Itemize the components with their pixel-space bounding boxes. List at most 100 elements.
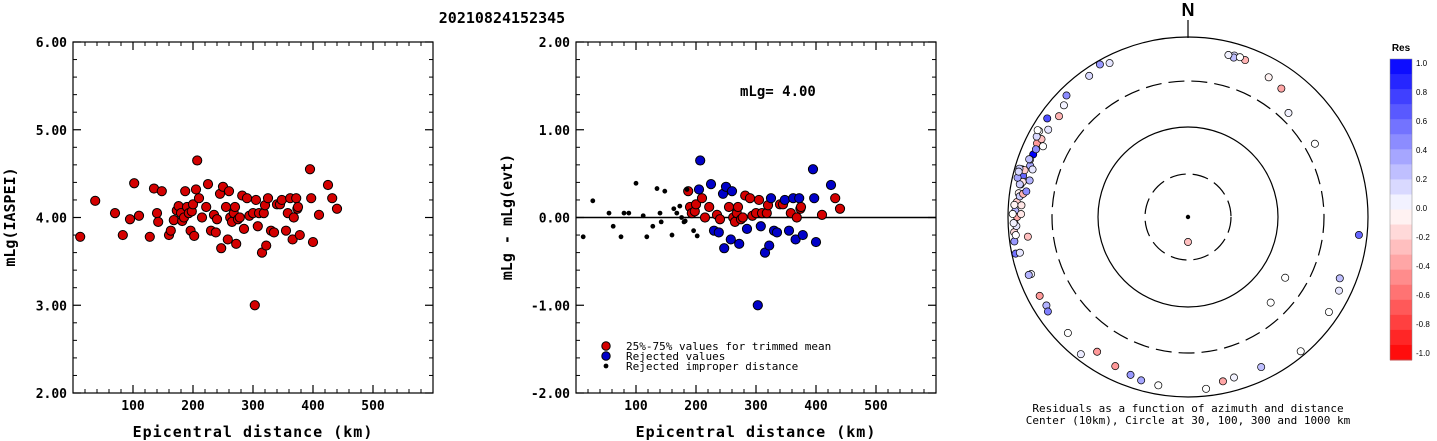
plot2-data-point (640, 213, 646, 219)
plot1-data-point (291, 193, 302, 204)
colorbar-swatch (1390, 119, 1412, 135)
plot2-ytick-label: -1.00 (531, 299, 570, 314)
azimuth-data-point (1230, 373, 1238, 382)
plot1-data-point (124, 214, 136, 225)
azimuth-data-point (1059, 101, 1068, 110)
plot1-x-axis-label: Epicentral distance (km) (133, 423, 374, 441)
azimuth-data-point (1035, 291, 1044, 300)
plot1-data-point (322, 179, 334, 191)
plot2-data-point (669, 232, 675, 238)
azimuth-data-point (1024, 271, 1033, 279)
azimuth-data-point (1264, 73, 1273, 82)
azimuth-data-point (1014, 167, 1023, 176)
plot1-data-point (304, 164, 316, 175)
plot2-data-point (658, 219, 664, 225)
plot1-data-point (216, 243, 227, 254)
azimuth-data-point (1063, 329, 1072, 337)
plot2-data-point (725, 234, 736, 245)
plot2-data-point (580, 234, 586, 240)
plot2-data-point (797, 229, 808, 241)
azimuth-data-point (1154, 381, 1163, 390)
colorbar-label: -0.6 (1416, 291, 1430, 300)
residual-colorbar: Res 1.0 0.8 0.6 0.4 0.2 0.0 -0.2 -0.4 -0.6 -0.8 -1… (1389, 43, 1430, 361)
plot1-data-point (189, 230, 200, 242)
azimuth-data-point (1354, 231, 1363, 239)
plot2-data-point (684, 187, 690, 192)
azimuth-caption-line1: Residuals as a function of azimuth and d… (1032, 402, 1343, 415)
plot2-data-point (741, 223, 753, 235)
colorbar-swatch (1390, 269, 1412, 286)
plot1-y-axis-label: mLg(IASPEI) (1, 167, 19, 266)
plot2-ytick-label: 0.00 (539, 212, 570, 227)
plot1-data-point (156, 186, 167, 197)
plot1-data-point (202, 179, 214, 190)
plot2-data-point (690, 199, 702, 210)
plot1-xtick-label: 200 (181, 399, 205, 414)
plot1-data-point (280, 225, 292, 236)
plot2-data-point (654, 186, 660, 191)
plot2-data-point (825, 179, 837, 191)
colorbar-swatch (1390, 149, 1412, 165)
plot1-data-point (196, 212, 208, 223)
plot2-data-point (732, 201, 744, 213)
plot1-data-point (250, 194, 262, 206)
azimuth-data-point (1277, 84, 1286, 93)
colorbar-label: 0.8 (1416, 88, 1428, 97)
plot2-data-point (606, 210, 612, 216)
plot1-data-point (211, 214, 223, 225)
colorbar-label: -0.4 (1416, 262, 1430, 271)
colorbar-swatch (1390, 284, 1412, 301)
legend-marker (601, 351, 611, 361)
azimuth-data-point (1015, 180, 1024, 189)
azimuth-data-point (1266, 298, 1275, 307)
plot2-data-point (695, 155, 706, 166)
colorbar-swatch (1390, 74, 1412, 90)
azimuth-data-point (1284, 109, 1293, 117)
circle-300km (1051, 80, 1325, 354)
plot2-data-point (657, 210, 663, 216)
plot2-data-point (816, 209, 828, 220)
colorbar-label: 0.0 (1416, 204, 1428, 213)
colorbar-swatch (1390, 329, 1412, 346)
azimuth-data-point (1011, 231, 1020, 240)
azimuth-data-point (1043, 114, 1052, 123)
legend-label: Rejected improper distance (626, 360, 798, 373)
plot2-data-point (791, 212, 802, 223)
plot1-data-point (294, 229, 305, 241)
plot1-data-point (153, 216, 164, 227)
plot2-data-point (674, 210, 680, 216)
plot2-xtick-label: 500 (864, 399, 888, 414)
azimuth-points (1008, 51, 1363, 393)
plot1-ytick-label: 3.00 (36, 299, 67, 314)
azimuth-data-point (1017, 210, 1026, 219)
azimuth-data-point (1043, 307, 1052, 316)
plot2-data-point (723, 201, 735, 213)
plot1-data-point (168, 215, 179, 226)
plot1-data-point (241, 193, 253, 204)
colorbar-title: Res (1392, 43, 1411, 54)
plot1-data-point (252, 221, 263, 232)
azimuth-data-point (1032, 145, 1040, 154)
azimuth-data-point (1235, 53, 1244, 62)
legend-label: Rejected values (626, 350, 725, 363)
plot1-data-point (109, 208, 121, 219)
plot1-data-point (262, 193, 274, 204)
plot2-data-point (779, 194, 790, 206)
azimuth-data-point (1017, 201, 1026, 210)
plot2-data-point (691, 228, 696, 234)
colorbar-swatch (1390, 344, 1412, 361)
legend-label: 25%-75% values for trimmed mean (626, 340, 831, 353)
colorbar-label: -1.0 (1416, 349, 1430, 358)
azimuth-data-point (1055, 112, 1063, 121)
circle-1000km (1007, 36, 1369, 398)
plot1-ticks: 2.00 3.00 4.00 5.00 6.00 100 200 300 400 500 (36, 36, 433, 414)
colorbar-swatch (1390, 299, 1412, 316)
azimuth-data-point (1310, 139, 1319, 148)
azimuth-data-point (1202, 384, 1211, 393)
plot2-data-point (783, 225, 795, 236)
azimuth-data-point (1025, 176, 1034, 185)
plot1-data-point (306, 193, 317, 204)
plot2-data-point (694, 233, 700, 239)
azimuth-data-point (1044, 125, 1053, 134)
plot2-data-point (744, 193, 756, 204)
